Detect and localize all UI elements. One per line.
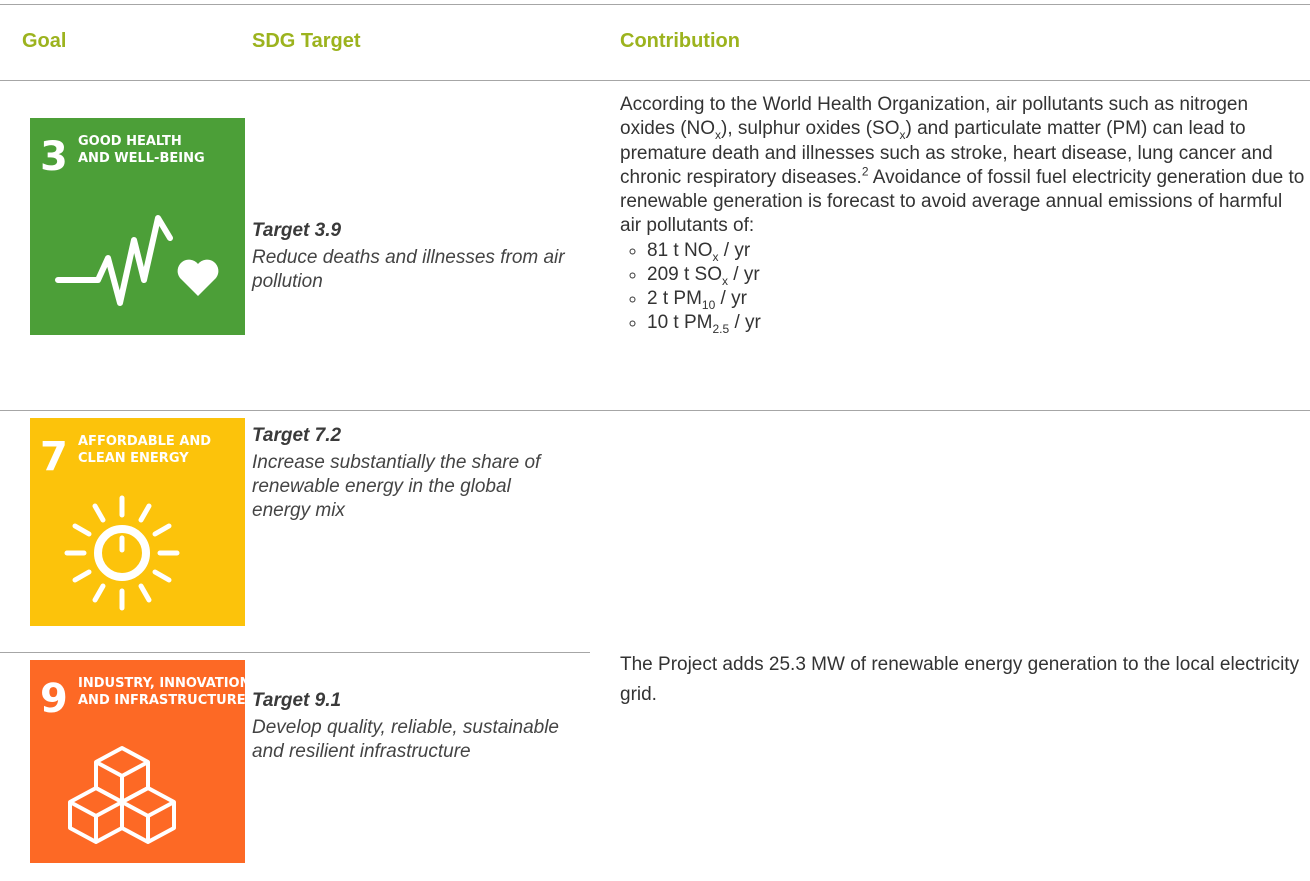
target-title: Target 7.2 xyxy=(252,425,342,446)
superscript: 2 xyxy=(861,164,869,179)
target-title: Target 3.9 xyxy=(252,220,342,241)
target-cell: Target 9.1 Develop quality, reliable, su… xyxy=(252,690,572,764)
header-goal: Goal xyxy=(22,30,67,52)
target-cell: Target 3.9 Reduce deaths and illnesses f… xyxy=(252,220,572,294)
target-title: Target 9.1 xyxy=(252,690,342,711)
goal-number: 9 xyxy=(40,676,68,722)
sdg-icon-9: 9 INDUSTRY, INNOVATION AND INFRASTRUCTUR… xyxy=(30,660,245,863)
goal-label: AND INFRASTRUCTURE xyxy=(78,693,245,708)
header-rule xyxy=(0,80,1310,81)
subscript: x xyxy=(715,128,722,143)
top-rule xyxy=(0,4,1310,5)
text-run: / yr xyxy=(715,287,747,309)
text-run: 81 t NO xyxy=(647,239,713,261)
shared-contribution: The Project adds 25.3 MW of renewable en… xyxy=(620,654,1300,705)
text-run: / yr xyxy=(729,311,761,333)
goal-number: 7 xyxy=(40,434,68,480)
sdg-icon-7: 7 AFFORDABLE AND CLEAN ENERGY xyxy=(30,418,245,626)
row-rule xyxy=(0,652,590,653)
pollutant-list: 81 t NOx / yr209 t SOx / yr2 t PM10 / yr… xyxy=(620,239,1305,335)
sdg-icon-3: 3 GOOD HEALTH AND WELL-BEING xyxy=(30,118,245,335)
target-description: Reduce deaths and illnesses from air pol… xyxy=(252,247,565,292)
header-target: SDG Target xyxy=(252,30,361,52)
goal-label: GOOD HEALTH xyxy=(78,134,182,149)
contribution-cell: According to the World Health Organizati… xyxy=(620,93,1305,335)
pollutant-item: 209 t SOx / yr xyxy=(647,263,1305,287)
row-rule xyxy=(0,410,1310,411)
goal-label: AFFORDABLE AND xyxy=(78,434,211,449)
target-description: Increase substantially the share of rene… xyxy=(252,452,541,521)
goal-label: AND WELL-BEING xyxy=(78,151,205,166)
subscript: 10 xyxy=(701,297,716,312)
pollutant-item: 81 t NOx / yr xyxy=(647,239,1305,263)
text-run: 2 t PM xyxy=(647,287,702,309)
goal-number: 3 xyxy=(40,134,68,180)
text-run: / yr xyxy=(728,263,760,285)
subscript: 2.5 xyxy=(712,321,730,336)
goal-label: INDUSTRY, INNOVATION xyxy=(78,676,245,691)
text-run: / yr xyxy=(718,239,751,261)
text-run: 10 t PM xyxy=(647,311,713,333)
header-contribution: Contribution xyxy=(620,30,740,52)
text-run: According to the World Health Organizati… xyxy=(620,94,1249,140)
text-run: ), sulphur oxides (SO xyxy=(721,118,900,140)
contribution-paragraph: According to the World Health Organizati… xyxy=(620,93,1305,239)
target-description: Develop quality, reliable, sustainable a… xyxy=(252,717,559,762)
pollutant-item: 2 t PM10 / yr xyxy=(647,287,1305,311)
text-run: ) and particulate matter (PM) can lead t… xyxy=(620,118,1273,188)
subscript: x xyxy=(722,273,728,288)
pollutant-item: 10 t PM2.5 / yr xyxy=(647,311,1305,335)
goal-label: CLEAN ENERGY xyxy=(78,451,189,466)
subscript: x xyxy=(712,249,719,264)
subscript: x xyxy=(899,128,906,143)
text-run: 209 t SO xyxy=(647,263,722,285)
text-run: Avoidance of fossil fuel electricity gen… xyxy=(620,166,1305,237)
target-cell: Target 7.2 Increase substantially the sh… xyxy=(252,425,572,523)
